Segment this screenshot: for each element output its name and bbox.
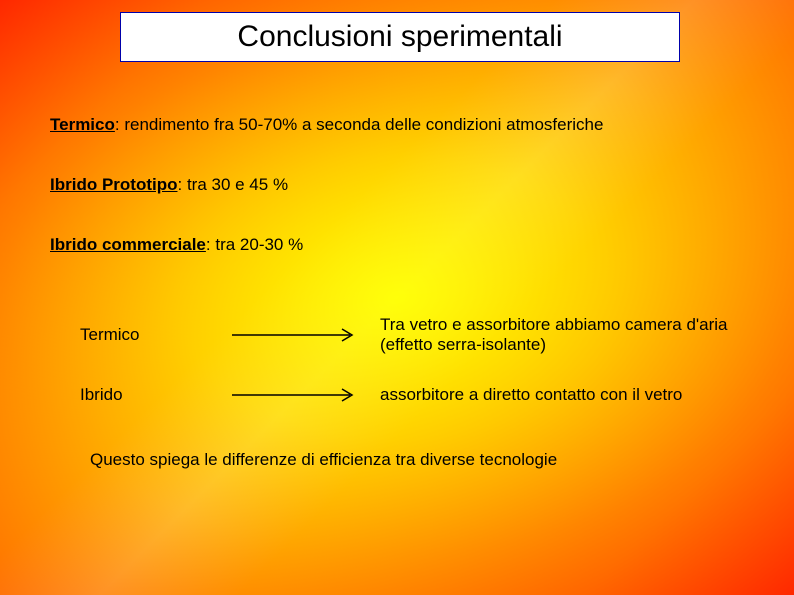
arrow-icon	[210, 385, 380, 405]
row1-label: Termico	[50, 325, 210, 345]
line2-label: Ibrido Prototipo	[50, 175, 177, 194]
line1-label: Termico	[50, 115, 115, 134]
comparison-table: Termico Tra vetro e assorbitore abbiamo …	[50, 315, 744, 435]
arrow-icon	[210, 325, 380, 345]
line-ibrido-prototipo: Ibrido Prototipo: tra 30 e 45 %	[50, 175, 744, 195]
line-ibrido-commerciale: Ibrido commerciale: tra 20-30 %	[50, 235, 744, 255]
line2-sep: :	[177, 175, 186, 194]
line1-sep: :	[115, 115, 124, 134]
line3-text: tra 20-30 %	[215, 235, 303, 254]
line2-text: tra 30 e 45 %	[187, 175, 288, 194]
content-area: Termico: rendimento fra 50-70% a seconda…	[50, 115, 744, 470]
title-box: Conclusioni sperimentali	[120, 12, 680, 62]
line-termico: Termico: rendimento fra 50-70% a seconda…	[50, 115, 744, 135]
conclusion-text: Questo spiega le differenze di efficienz…	[50, 450, 744, 470]
line3-sep: :	[206, 235, 215, 254]
row1-desc: Tra vetro e assorbitore abbiamo camera d…	[380, 315, 744, 355]
line3-label: Ibrido commerciale	[50, 235, 206, 254]
row2-label: Ibrido	[50, 385, 210, 405]
table-row: Ibrido assorbitore a diretto contatto co…	[50, 385, 744, 405]
table-row: Termico Tra vetro e assorbitore abbiamo …	[50, 315, 744, 355]
title-text: Conclusioni sperimentali	[237, 20, 562, 54]
line1-text: rendimento fra 50-70% a seconda delle co…	[124, 115, 603, 134]
row2-desc: assorbitore a diretto contatto con il ve…	[380, 385, 744, 405]
